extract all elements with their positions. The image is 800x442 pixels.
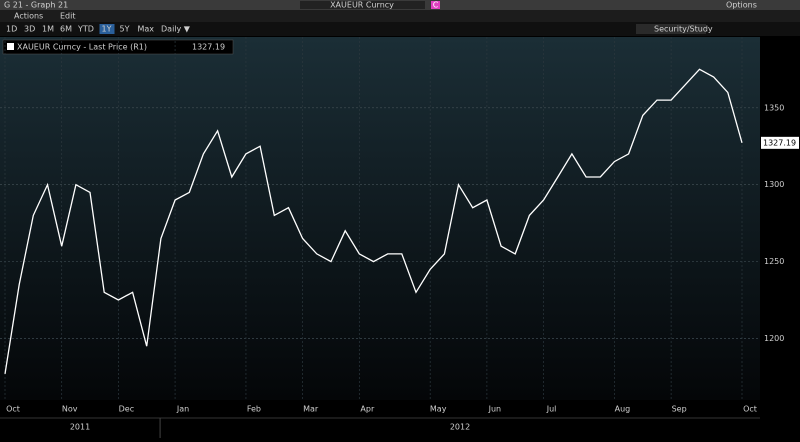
menu-item[interactable]: Actions xyxy=(14,12,43,21)
menu-item[interactable]: Edit xyxy=(60,12,76,21)
study-button[interactable]: Security/Study xyxy=(654,25,713,34)
period-button[interactable]: 6M xyxy=(60,25,72,34)
last-price-box xyxy=(761,136,799,149)
x-tick-label: Oct xyxy=(743,405,757,414)
x-tick-label: Sep xyxy=(672,405,687,414)
x-tick-label: Jul xyxy=(546,405,557,414)
year-label: 2012 xyxy=(450,423,470,432)
x-tick-label: Mar xyxy=(303,405,319,414)
period-button[interactable]: Daily ▼ xyxy=(161,25,191,34)
legend-value: 1327.19 xyxy=(192,43,225,52)
period-button[interactable]: YTD xyxy=(77,25,94,34)
period-button[interactable]: 1Y xyxy=(102,25,112,34)
year-label: 2011 xyxy=(70,423,90,432)
last-price-label: 1327.19 xyxy=(763,138,796,147)
x-tick-label: Aug xyxy=(615,405,631,414)
period-button[interactable]: 3D xyxy=(24,25,35,34)
x-tick-label: Nov xyxy=(62,405,78,414)
options-menu[interactable]: Options xyxy=(726,1,757,10)
y-tick-label: 1200 xyxy=(764,334,784,343)
plot-area xyxy=(0,37,760,400)
period-selected xyxy=(99,24,115,34)
x-tick-label: Oct xyxy=(6,405,20,414)
x-tick-label: Apr xyxy=(360,405,375,414)
period-button[interactable]: Max xyxy=(138,25,155,34)
badge: C xyxy=(433,1,439,10)
security-field[interactable] xyxy=(300,1,425,9)
window-title: G 21 - Graph 21 xyxy=(4,1,68,10)
x-tick-label: Jan xyxy=(176,405,189,414)
y-tick-label: 1250 xyxy=(764,257,784,266)
toolbar xyxy=(0,22,800,36)
security: XAUEUR Curncy xyxy=(330,1,394,10)
y-tick-label: 1350 xyxy=(764,103,784,112)
axis-area xyxy=(760,37,800,400)
x-tick-label: Feb xyxy=(247,405,261,414)
legend-label: XAUEUR Curncy - Last Price (R1) xyxy=(17,43,147,52)
legend-box xyxy=(2,39,234,55)
x-tick-label: May xyxy=(430,405,447,414)
x-tick-label: Dec xyxy=(119,405,134,414)
period-button[interactable]: 1M xyxy=(42,25,54,34)
legend-swatch xyxy=(7,43,14,50)
y-tick-label: 1300 xyxy=(764,180,784,189)
price-line xyxy=(4,68,743,375)
period-button[interactable]: 1D xyxy=(6,25,17,34)
study-button-box[interactable] xyxy=(636,24,706,34)
badge-box[interactable] xyxy=(431,1,440,9)
menu-bar xyxy=(0,10,800,22)
period-button[interactable]: 5Y xyxy=(120,25,130,34)
x-tick-label: Jun xyxy=(488,405,502,414)
